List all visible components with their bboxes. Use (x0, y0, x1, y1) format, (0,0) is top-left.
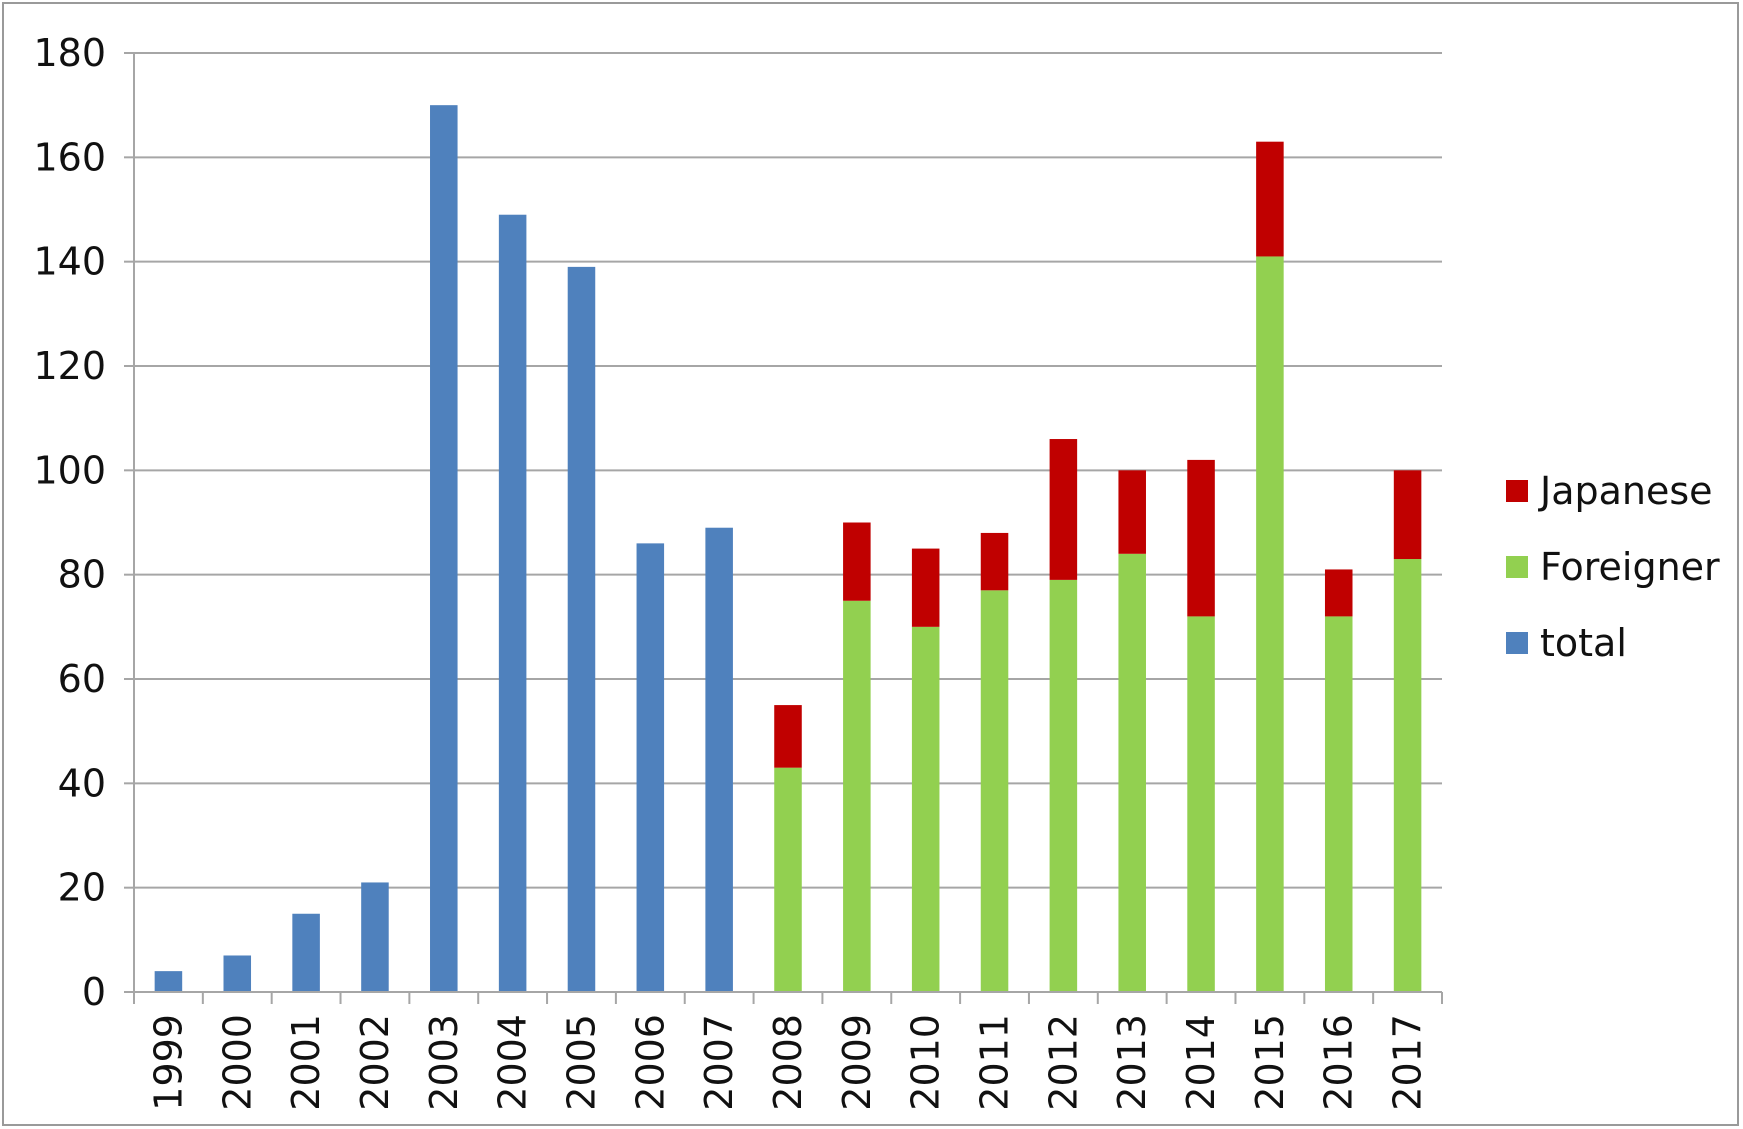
x-tick-label: 2015 (1248, 1014, 1292, 1111)
bar-japanese-2017 (1393, 470, 1422, 560)
bar-foreigner-2015 (1256, 256, 1284, 992)
bar-total-2003 (430, 105, 458, 992)
bars (154, 105, 1422, 993)
x-tick-label: 2002 (353, 1014, 397, 1111)
bar-foreigner-2016 (1324, 616, 1353, 992)
bar-total-1999 (154, 971, 183, 992)
legend-label-total: total (1540, 621, 1627, 665)
bar-foreigner-2013 (1118, 553, 1146, 992)
legend-swatch-foreigner (1506, 556, 1528, 578)
bar-japanese-2014 (1187, 459, 1215, 617)
bar-total-2004 (498, 214, 527, 992)
legend-label-foreigner: Foreigner (1540, 545, 1720, 589)
bar-japanese-2016 (1324, 569, 1353, 617)
x-tick-label: 2005 (559, 1014, 603, 1111)
bar-foreigner-2014 (1187, 616, 1215, 992)
x-tick-label: 2014 (1179, 1014, 1223, 1111)
bar-japanese-2012 (1049, 439, 1078, 580)
bar-total-2001 (292, 913, 320, 992)
bar-total-2000 (223, 955, 252, 992)
y-tick-label: 180 (33, 31, 106, 75)
x-tick-label: 2008 (766, 1014, 810, 1111)
bar-foreigner-2011 (980, 590, 1009, 992)
bar-foreigner-2012 (1049, 579, 1078, 992)
x-tick-label: 2012 (1041, 1014, 1085, 1111)
x-tick-label: 2009 (835, 1014, 879, 1111)
y-tick-label: 0 (82, 970, 106, 1014)
x-tick-label: 2000 (215, 1014, 259, 1111)
bar-japanese-2009 (843, 522, 871, 601)
bar-japanese-2013 (1118, 470, 1146, 554)
x-tick-label: 2011 (973, 1014, 1017, 1111)
y-tick-label: 160 (33, 135, 106, 179)
y-tick-label: 40 (58, 761, 106, 805)
x-tick-label: 2016 (1317, 1014, 1361, 1111)
bar-chart: 0 20 40 60 80 100 120 140 160 180 1999 2000 2001 2002… (33, 31, 1720, 1111)
gridlines (134, 52, 1442, 889)
y-tick-label: 100 (33, 448, 106, 492)
x-tick-label: 2013 (1110, 1014, 1154, 1111)
axes: 0 20 40 60 80 100 120 140 160 180 1999 2000 2001 2002… (33, 31, 1443, 1111)
bar-foreigner-2010 (911, 626, 940, 992)
bar-foreigner-2017 (1393, 559, 1422, 992)
x-tick-label: 2004 (491, 1014, 535, 1111)
legend-label-japanese: Japanese (1538, 469, 1713, 513)
y-tick-label: 120 (33, 344, 106, 388)
bar-japanese-2010 (911, 548, 940, 627)
x-tick-label: 2007 (697, 1014, 741, 1111)
y-tick-label: 20 (58, 866, 106, 910)
bar-total-2007 (705, 527, 733, 992)
bar-japanese-2008 (774, 705, 802, 768)
bar-total-2005 (567, 266, 596, 993)
x-tick-label: 2017 (1386, 1014, 1430, 1111)
y-tick-label: 140 (33, 240, 106, 284)
legend: Japanese Foreigner total (1506, 469, 1720, 665)
bar-total-2002 (361, 882, 389, 992)
bar-japanese-2011 (980, 532, 1009, 591)
x-tick-label: 2006 (628, 1014, 672, 1111)
legend-swatch-japanese (1506, 480, 1528, 502)
x-tick-label: 2003 (422, 1014, 466, 1111)
bar-total-2006 (636, 543, 665, 992)
x-tick-label: 1999 (146, 1014, 190, 1111)
x-tick-label: 2001 (284, 1014, 328, 1111)
legend-swatch-total (1506, 632, 1528, 654)
y-tick-label: 60 (58, 657, 106, 701)
x-tick-label: 2010 (904, 1014, 948, 1111)
bar-foreigner-2008 (774, 767, 802, 992)
bar-foreigner-2009 (843, 600, 871, 992)
y-tick-label: 80 (58, 553, 106, 597)
bar-japanese-2015 (1256, 141, 1284, 257)
